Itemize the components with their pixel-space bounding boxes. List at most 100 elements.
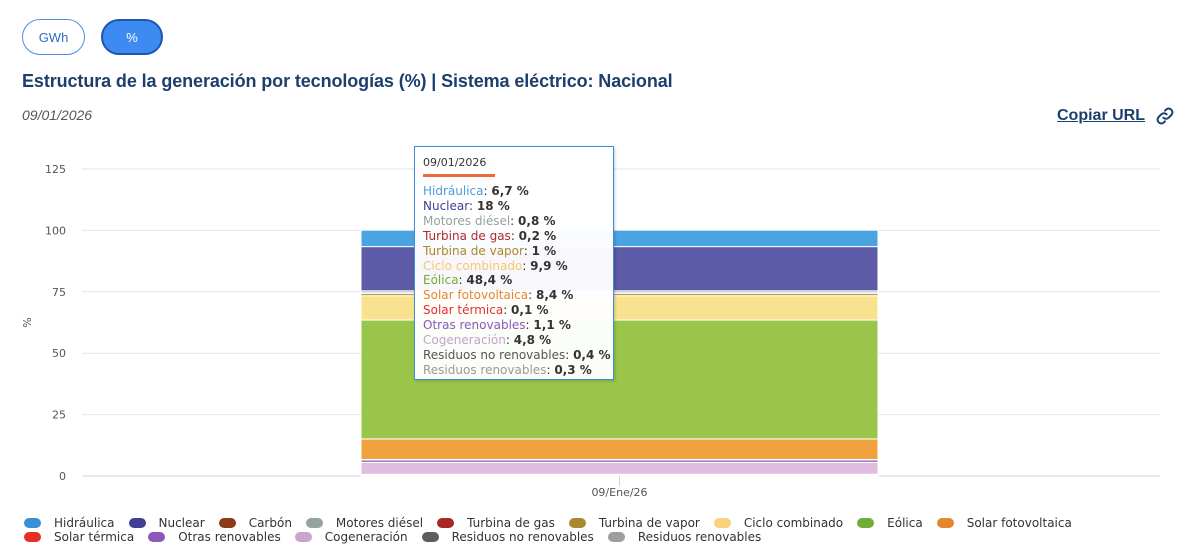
- legend-item[interactable]: Cogeneración: [294, 530, 408, 544]
- tooltip-item: Eólica: 48,4 %: [423, 273, 605, 288]
- tooltip-item-value: 48,4 %: [466, 273, 513, 288]
- tooltip-separator: :: [483, 184, 492, 198]
- legend-swatch-icon: [857, 518, 875, 528]
- tooltip-item: Residuos renovables: 0,3 %: [423, 363, 605, 378]
- tooltip-item-value: 0,1 %: [511, 303, 549, 318]
- legend-item[interactable]: Turbina de vapor: [568, 516, 700, 530]
- legend-item[interactable]: Residuos renovables: [607, 530, 762, 544]
- copy-url-label: Copiar URL: [1057, 107, 1145, 124]
- tooltip-item-value: 4,8 %: [513, 333, 552, 348]
- legend-swatch-icon: [568, 518, 586, 528]
- legend-label: Motores diésel: [335, 516, 424, 530]
- chart-date: 09/01/2026: [22, 107, 93, 123]
- copy-url-button[interactable]: Copiar URL: [1057, 106, 1175, 126]
- y-tick-label: 100: [45, 224, 66, 237]
- legend-label: Residuos renovables: [637, 530, 762, 544]
- legend-swatch-icon: [305, 518, 323, 528]
- tooltip-item-name: Nuclear: [423, 198, 469, 213]
- tooltip-item-name: Turbina de gas: [423, 228, 511, 243]
- tooltip-separator: :: [528, 288, 536, 303]
- tooltip-item-name: Cogeneración: [423, 333, 506, 348]
- legend-swatch-icon: [437, 518, 455, 528]
- legend-label: Carbón: [248, 516, 292, 530]
- legend-item[interactable]: Nuclear: [128, 516, 205, 530]
- tooltip-separator: :: [510, 213, 519, 228]
- legend-row: Hidráulica Nuclear Carbón Motores diésel Tur…: [24, 516, 1086, 530]
- tooltip-item-value: 6,7 %: [491, 184, 529, 198]
- tooltip-item-value: 1 %: [531, 243, 557, 258]
- tooltip-item-value: 0,4 %: [573, 347, 611, 362]
- tooltip-separator: :: [546, 362, 555, 377]
- tooltip-separator: :: [522, 258, 531, 273]
- tooltip-item-name: Hidráulica: [423, 184, 484, 198]
- legend-label: Otras renovables: [178, 530, 281, 544]
- legend-swatch-icon: [218, 518, 236, 528]
- tooltip-item: Solar fotovoltaica: 8,4 %: [423, 288, 605, 303]
- percent-toggle-button[interactable]: %: [101, 19, 163, 55]
- legend-item[interactable]: Hidráulica: [24, 516, 115, 530]
- legend-label: Cogeneración: [324, 530, 408, 544]
- legend-item[interactable]: Eólica: [857, 516, 923, 530]
- tooltip-item-value: 0,8 %: [518, 213, 556, 228]
- bar-segment-solar-fotovoltaica[interactable]: [360, 438, 879, 461]
- legend-item[interactable]: Motores diésel: [305, 516, 424, 530]
- tooltip-item-name: Otras renovables: [423, 318, 526, 333]
- legend-label: Nuclear: [158, 516, 205, 530]
- x-tick-label: 09/Ene/26: [591, 486, 647, 499]
- y-tick-label: 50: [52, 347, 66, 360]
- tooltip-separator: :: [510, 228, 519, 243]
- legend-swatch-icon: [936, 518, 954, 528]
- tooltip-item: Residuos no renovables: 0,4 %: [423, 347, 611, 363]
- tooltip-separator: :: [458, 273, 467, 288]
- y-tick-label: 25: [52, 409, 66, 422]
- tooltip-separator: :: [523, 243, 532, 258]
- legend-item[interactable]: Ciclo combinado: [713, 516, 844, 530]
- legend-label: Residuos no renovables: [451, 530, 594, 544]
- x-axis: 09/Ene/26: [591, 476, 648, 499]
- legend-item[interactable]: Otras renovables: [148, 530, 281, 544]
- chart-title: Estructura de la generación por tecnolog…: [22, 71, 673, 91]
- link-icon: [1156, 107, 1174, 125]
- legend-swatch-icon: [713, 518, 731, 528]
- legend-swatch-icon: [421, 532, 439, 542]
- legend-item[interactable]: Residuos no renovables: [421, 530, 594, 544]
- tooltip-item: Turbina de gas: 0,2 %: [423, 229, 605, 244]
- legend-item[interactable]: Solar fotovoltaica: [936, 516, 1072, 530]
- legend-item[interactable]: Carbón: [218, 516, 292, 530]
- tooltip-item-name: Ciclo combinado: [423, 258, 523, 273]
- tooltip-items: Hidráulica: 6,7 % Nuclear: 18 % Motores di…: [423, 184, 611, 378]
- tooltip-item-value: 0,2 %: [518, 228, 557, 243]
- y-axis-ticks: 0 25 50 75 100 125: [45, 163, 66, 483]
- legend-label: Ciclo combinado: [743, 516, 844, 530]
- tooltip-item: Cogeneración: 4,8 %: [423, 333, 605, 348]
- tooltip-item: Turbina de vapor: 1 %: [423, 244, 605, 259]
- legend-swatch-icon: [294, 532, 312, 542]
- legend-item[interactable]: Turbina de gas: [437, 516, 555, 530]
- legend-label: Eólica: [887, 516, 923, 530]
- legend-label: Turbina de vapor: [598, 516, 700, 530]
- tooltip-item: Hidráulica: 6,7 %: [423, 184, 605, 199]
- legend-swatch-icon: [24, 518, 41, 528]
- y-axis-label: %: [21, 317, 34, 327]
- gwh-toggle-button[interactable]: GWh: [22, 19, 85, 55]
- tooltip-accent-line: [423, 174, 495, 177]
- tooltip-item-value: 8,4 %: [536, 288, 574, 303]
- tooltip-item-name: Residuos no renovables: [423, 347, 566, 362]
- legend-label: Solar fotovoltaica: [966, 516, 1072, 530]
- legend-swatch-icon: [607, 532, 625, 542]
- bar-segment-cogeneración[interactable]: [360, 461, 879, 475]
- legend-swatch-icon: [24, 532, 41, 542]
- legend-swatch-icon: [148, 532, 166, 542]
- tooltip-item-value: 9,9 %: [530, 258, 568, 273]
- tooltip-item-value: 1,1 %: [533, 318, 571, 333]
- tooltip-item: Solar térmica: 0,1 %: [423, 303, 605, 318]
- legend-row: Solar térmica Otras renovables Cogeneració…: [24, 530, 1086, 544]
- tooltip-item-value: 0,3 %: [554, 362, 592, 377]
- tooltip-item: Motores diésel: 0,8 %: [423, 214, 605, 229]
- tooltip-item: Nuclear: 18 %: [423, 199, 605, 214]
- tooltip-item-name: Solar térmica: [423, 303, 504, 318]
- tooltip-separator: :: [565, 347, 574, 362]
- tooltip-separator: :: [525, 318, 534, 333]
- tooltip-item-name: Motores diésel: [423, 213, 511, 228]
- legend-item[interactable]: Solar térmica: [24, 530, 134, 544]
